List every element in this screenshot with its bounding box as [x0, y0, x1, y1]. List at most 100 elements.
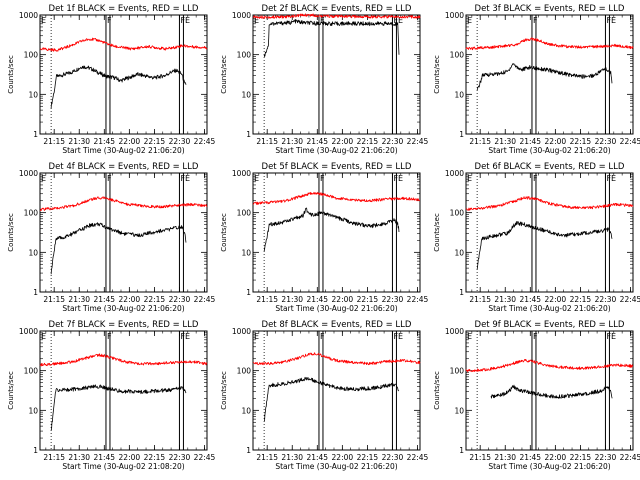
- plot-frame: [465, 172, 634, 293]
- x-tick-label: 22:45: [620, 137, 640, 146]
- y-axis-label: Counts/sec: [7, 213, 15, 252]
- marker-label-e: E: [254, 16, 259, 25]
- y-tick-label: 1: [33, 446, 38, 455]
- x-tick-label: 22:00: [545, 295, 567, 304]
- marker-label-f: F: [107, 174, 112, 183]
- y-tick-label: 1000: [445, 169, 464, 178]
- lld-series-line: [465, 196, 634, 212]
- x-tick-label: 21:30: [494, 295, 516, 304]
- lld-series-line: [252, 13, 421, 19]
- y-tick-label: 1000: [232, 169, 251, 178]
- y-tick-label: 10: [28, 406, 38, 415]
- y-tick-label: 10: [241, 406, 251, 415]
- x-tick-label: 21:15: [469, 295, 491, 304]
- x-tick-label: 22:45: [620, 453, 640, 462]
- panel-title: Det 2f BLACK = Events, RED = LLD: [262, 4, 412, 14]
- x-tick-label: 21:30: [281, 453, 303, 462]
- marker-label-f: F: [320, 16, 325, 25]
- x-tick-label: 22:30: [169, 137, 191, 146]
- x-tick-label: 22:00: [545, 453, 567, 462]
- x-tick-label: 21:15: [256, 137, 278, 146]
- marker-label-e: E: [41, 174, 46, 183]
- panel-title: Det 8f BLACK = Events, RED = LLD: [262, 320, 412, 330]
- y-tick-label: 1000: [19, 11, 38, 20]
- x-tick-label: 21:45: [93, 137, 115, 146]
- x-tick-label: 22:00: [119, 453, 141, 462]
- y-tick-label: 100: [450, 209, 465, 218]
- panel-title: Det 1f BLACK = Events, RED = LLD: [49, 4, 199, 14]
- marker-label-fe: FE: [606, 16, 616, 25]
- y-tick-label: 100: [237, 367, 252, 376]
- y-tick-label: 1000: [445, 11, 464, 20]
- x-axis-label: Start Time (30-Aug-02 21:06:20): [275, 304, 397, 313]
- events-series-line: [263, 18, 400, 57]
- marker-label-fe: FE: [180, 332, 190, 341]
- panel-title: Det 6f BLACK = Events, RED = LLD: [475, 162, 625, 172]
- panel-title: Det 4f BLACK = Events, RED = LLD: [49, 162, 199, 172]
- marker-label-e: E: [467, 332, 472, 341]
- marker-label-f: F: [320, 332, 325, 341]
- lld-series-line: [39, 353, 208, 367]
- y-tick-label: 10: [241, 248, 251, 257]
- x-tick-label: 22:15: [357, 137, 379, 146]
- panel-det-9: Det 9f BLACK = Events, RED = LLD 1 10 100 10…: [433, 320, 640, 471]
- panel-det-3: Det 3f BLACK = Events, RED = LLD 1 10 100 10…: [433, 4, 640, 155]
- x-tick-label: 21:30: [494, 137, 516, 146]
- x-tick-label: 22:15: [570, 295, 592, 304]
- panel-title: Det 5f BLACK = Events, RED = LLD: [262, 162, 412, 172]
- x-tick-label: 22:45: [194, 137, 216, 146]
- x-tick-label: 22:45: [407, 137, 429, 146]
- lld-series-line: [465, 37, 634, 51]
- panel-det-4: Det 4f BLACK = Events, RED = LLD 1 10 100 10…: [7, 162, 216, 313]
- panel-det-1: Det 1f BLACK = Events, RED = LLD 1 10 100 10…: [7, 4, 216, 155]
- x-tick-label: 21:15: [43, 453, 65, 462]
- x-tick-label: 21:15: [256, 453, 278, 462]
- events-series-line: [50, 384, 187, 431]
- y-tick-label: 1000: [232, 11, 251, 20]
- marker-label-f: F: [320, 174, 325, 183]
- x-tick-label: 22:45: [407, 295, 429, 304]
- x-tick-label: 22:00: [332, 453, 354, 462]
- lld-series-line: [39, 196, 208, 212]
- plot-frame: [465, 330, 634, 451]
- x-tick-label: 21:15: [43, 295, 65, 304]
- x-tick-label: 22:15: [144, 295, 166, 304]
- y-tick-label: 10: [454, 406, 464, 415]
- marker-label-e: E: [467, 174, 472, 183]
- events-series-line: [50, 65, 187, 109]
- x-tick-label: 22:30: [169, 295, 191, 304]
- x-tick-label: 22:00: [545, 137, 567, 146]
- panel-det-8: Det 8f BLACK = Events, RED = LLD 1 10 100 10…: [220, 320, 429, 471]
- x-tick-label: 22:30: [382, 137, 404, 146]
- x-axis-label: Start Time (30-Aug-02 21:06:20): [62, 146, 184, 155]
- x-tick-label: 21:45: [93, 295, 115, 304]
- y-axis-label: Counts/sec: [433, 213, 441, 252]
- x-tick-label: 22:00: [332, 137, 354, 146]
- x-tick-label: 21:30: [281, 295, 303, 304]
- x-tick-label: 22:30: [595, 453, 617, 462]
- events-series-line: [263, 376, 400, 422]
- marker-label-fe: FE: [393, 174, 403, 183]
- y-tick-label: 100: [24, 209, 39, 218]
- y-tick-label: 100: [237, 209, 252, 218]
- y-axis-label: Counts/sec: [7, 371, 15, 410]
- marker-label-fe: FE: [180, 16, 190, 25]
- y-tick-label: 100: [24, 51, 39, 60]
- panel-det-5: Det 5f BLACK = Events, RED = LLD 1 10 100 10…: [220, 162, 429, 313]
- x-tick-label: 22:00: [119, 137, 141, 146]
- x-axis-label: Start Time (30-Aug-02 21:06:20): [62, 304, 184, 313]
- marker-label-f: F: [533, 332, 538, 341]
- x-tick-label: 21:15: [469, 137, 491, 146]
- marker-label-e: E: [467, 16, 472, 25]
- marker-label-f: F: [533, 174, 538, 183]
- marker-label-f: F: [533, 16, 538, 25]
- y-tick-label: 1: [459, 130, 464, 139]
- marker-label-f: F: [107, 332, 112, 341]
- y-tick-label: 10: [28, 248, 38, 257]
- panel-det-2: Det 2f BLACK = Events, RED = LLD 1 10 100 10…: [220, 4, 429, 155]
- x-tick-label: 22:00: [119, 295, 141, 304]
- y-tick-label: 1: [459, 288, 464, 297]
- marker-label-e: E: [254, 332, 259, 341]
- x-tick-label: 21:45: [519, 295, 541, 304]
